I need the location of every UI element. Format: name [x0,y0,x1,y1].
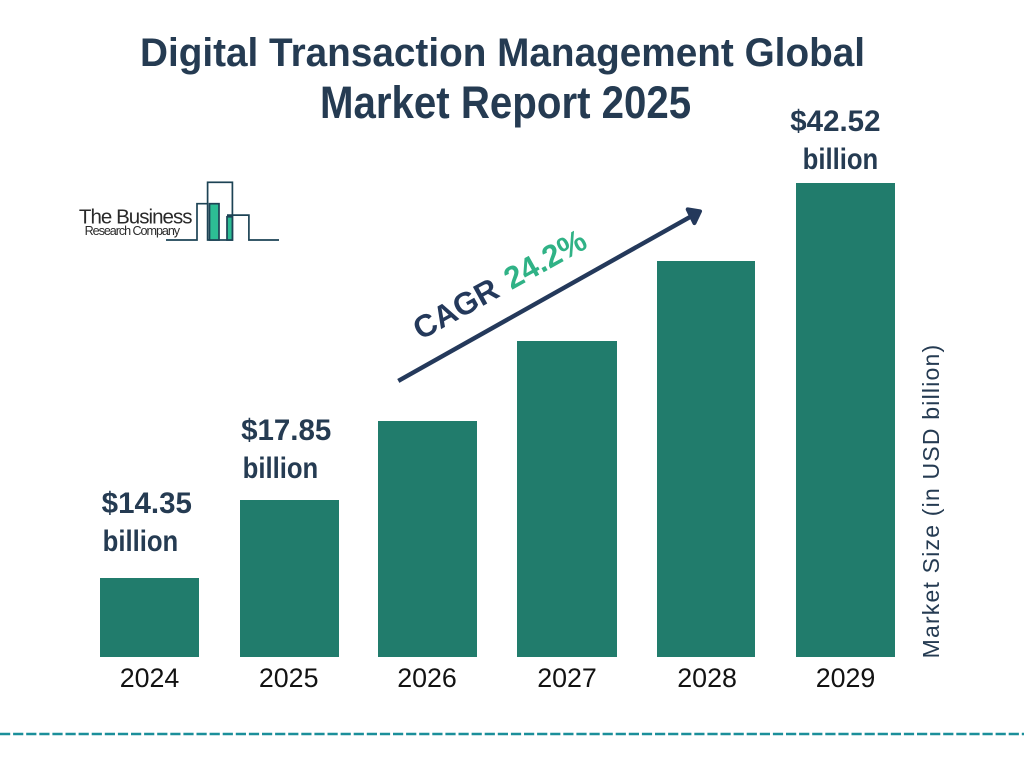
svg-text:Research Company: Research Company [85,224,181,238]
svg-text:The Business: The Business [79,206,193,229]
